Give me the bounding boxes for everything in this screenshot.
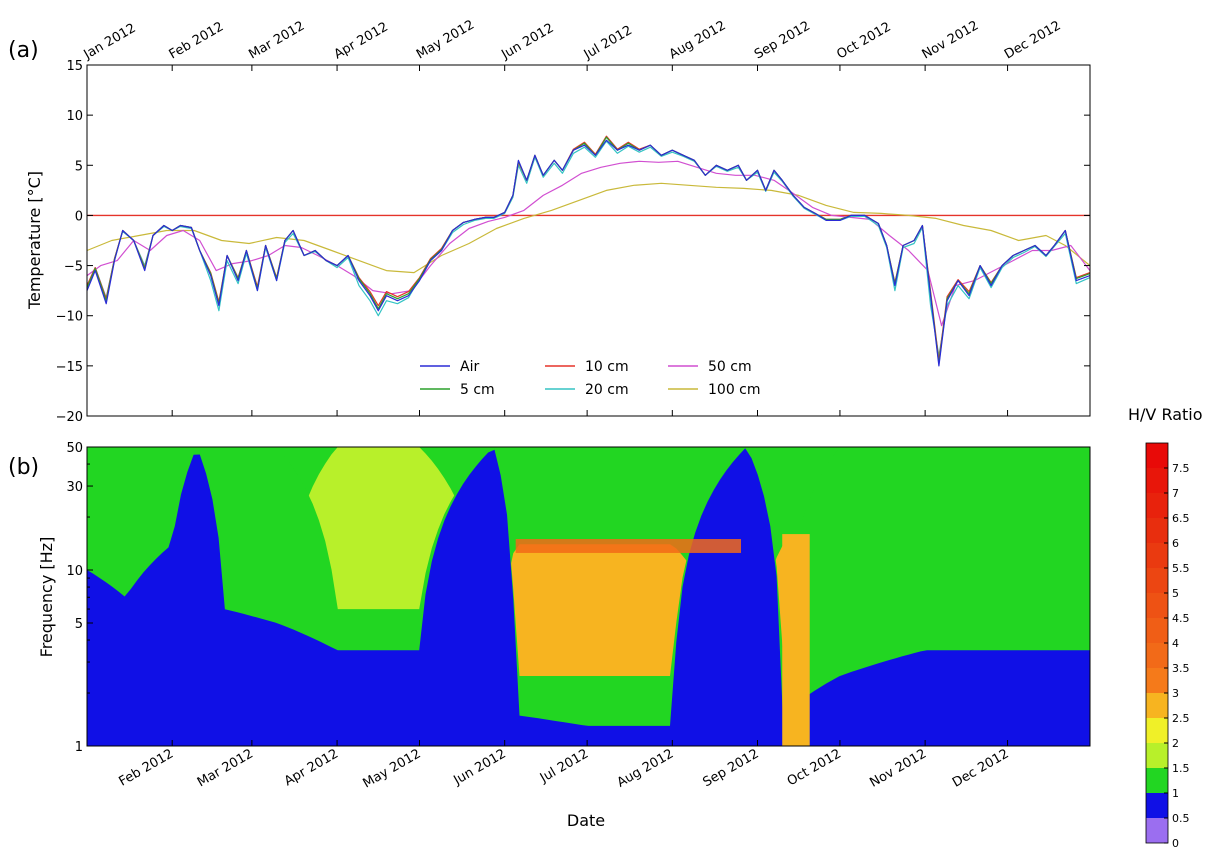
temperature-tick-label: 5 bbox=[75, 159, 83, 174]
top-date-label: Apr 2012 bbox=[332, 20, 391, 63]
colorbar-tick-label: 2.5 bbox=[1172, 712, 1190, 725]
series-line-cm50 bbox=[86, 160, 1091, 327]
top-date-label: Aug 2012 bbox=[667, 18, 729, 62]
legend-label-cm50: 50 cm bbox=[708, 359, 752, 375]
temperature-plot: 15 10 5 0 −5 −10 −15 −20 Jan 2012 Feb 2012 Mar 201… bbox=[56, 17, 1091, 425]
colorbar-level bbox=[1146, 543, 1168, 568]
series-line-cm100 bbox=[86, 182, 1091, 274]
temperature-tick-label: −10 bbox=[56, 310, 83, 325]
bottom-date-label: May 2012 bbox=[360, 746, 423, 791]
hv-plot-frame bbox=[86, 446, 1091, 747]
colorbar-tick-label: 5 bbox=[1172, 587, 1179, 600]
legend-label-cm5: 5 cm bbox=[460, 382, 495, 398]
bottom-date-label: Mar 2012 bbox=[195, 746, 256, 790]
frequency-tick-label: 1 bbox=[75, 740, 83, 755]
colorbar-tick-label: 0 bbox=[1172, 837, 1179, 847]
colorbar-level bbox=[1146, 643, 1168, 668]
bottom-date-label: Dec 2012 bbox=[950, 746, 1012, 790]
top-date-label: Sep 2012 bbox=[752, 19, 813, 63]
legend-label-cm100: 100 cm bbox=[708, 382, 761, 398]
top-date-label: Oct 2012 bbox=[834, 20, 893, 63]
colorbar-tick-label: 5.5 bbox=[1172, 562, 1190, 575]
colorbar-frame bbox=[1145, 442, 1169, 844]
colorbar-level bbox=[1146, 768, 1168, 793]
colorbar-title: H/V Ratio bbox=[1128, 405, 1203, 424]
legend-label-cm10: 10 cm bbox=[585, 359, 629, 375]
temperature-tick-label: −5 bbox=[64, 260, 83, 275]
panel-label-a: (a) bbox=[8, 38, 39, 63]
colorbar-tick-label: 3.5 bbox=[1172, 662, 1190, 675]
colorbar-tick-label: 7 bbox=[1172, 487, 1179, 500]
temperature-legend: Air 5 cm 10 cm 20 cm 50 cm 100 cm bbox=[420, 359, 761, 398]
top-date-label: Jun 2012 bbox=[498, 21, 556, 63]
series-line-cm20 bbox=[86, 140, 1091, 357]
top-date-label: May 2012 bbox=[414, 17, 477, 62]
legend-label-cm20: 20 cm bbox=[585, 382, 629, 398]
temperature-tick-label: −15 bbox=[56, 360, 83, 375]
frequency-tick-label: 10 bbox=[66, 564, 83, 579]
colorbar-level bbox=[1146, 593, 1168, 618]
panel-label-b: (b) bbox=[8, 455, 39, 480]
bottom-date-label: Oct 2012 bbox=[785, 746, 844, 789]
colorbar-tick-label: 6 bbox=[1172, 537, 1179, 550]
bottom-date-label: Jul 2012 bbox=[537, 746, 591, 786]
frequency-tick-label: 5 bbox=[75, 617, 83, 632]
temperature-plot-frame bbox=[86, 64, 1091, 417]
colorbar-level bbox=[1146, 443, 1168, 468]
bottom-date-label: Sep 2012 bbox=[701, 746, 762, 790]
colorbar-tick-label: 2 bbox=[1172, 737, 1179, 750]
temperature-tick-label: −20 bbox=[56, 410, 83, 425]
temperature-plot-area bbox=[87, 65, 1090, 416]
colorbar-level bbox=[1146, 518, 1168, 543]
colorbar-tick-label: 0.5 bbox=[1172, 812, 1190, 825]
temperature-tick-label: 0 bbox=[75, 209, 83, 224]
colorbar-level bbox=[1146, 743, 1168, 768]
colorbar-tick-label: 3 bbox=[1172, 687, 1179, 700]
colorbar-tick-label: 4.5 bbox=[1172, 612, 1190, 625]
colorbar-tick-label: 1.5 bbox=[1172, 762, 1190, 775]
colorbar-level bbox=[1146, 493, 1168, 518]
hv-ratio-spectrogram: 50 30 10 5 1 Feb 2012 Mar 2012 Apr 2012 May 2012… bbox=[66, 441, 1091, 792]
temperature-tick-label: 10 bbox=[66, 109, 83, 124]
bottom-date-label: Jun 2012 bbox=[450, 746, 508, 788]
bottom-date-label: Feb 2012 bbox=[117, 746, 177, 789]
colorbar-level bbox=[1146, 818, 1168, 843]
hv-ratio-colorbar: 0 0.5 1 1.5 2 2.5 3 3.5 4 4.5 5 5.5 6 6.5 7 7.5 bbox=[1145, 442, 1190, 847]
frequency-tick-label: 50 bbox=[66, 441, 83, 456]
colorbar-level bbox=[1146, 718, 1168, 743]
colorbar-level bbox=[1146, 568, 1168, 593]
frequency-tick-label: 30 bbox=[66, 480, 83, 495]
top-date-label: Feb 2012 bbox=[167, 19, 227, 62]
bottom-date-label: Aug 2012 bbox=[615, 746, 677, 790]
hv-resonance-band bbox=[515, 539, 742, 553]
colorbar-level bbox=[1146, 618, 1168, 643]
series-line-air bbox=[86, 139, 1091, 367]
hv-blue-region bbox=[87, 448, 1090, 746]
colorbar-tick-label: 1 bbox=[1172, 787, 1179, 800]
top-date-label: Nov 2012 bbox=[920, 18, 982, 62]
hv-september-spike bbox=[782, 534, 810, 746]
colorbar-level bbox=[1146, 693, 1168, 718]
date-axis-label: Date bbox=[567, 811, 605, 830]
top-date-label: Jul 2012 bbox=[581, 23, 635, 63]
colorbar-tick-label: 6.5 bbox=[1172, 512, 1190, 525]
legend-label-air: Air bbox=[460, 359, 479, 375]
colorbar-level bbox=[1146, 668, 1168, 693]
colorbar-level bbox=[1146, 793, 1168, 818]
frequency-axis-label: Frequency [Hz] bbox=[37, 537, 56, 658]
hv-orange-region bbox=[87, 544, 1090, 746]
colorbar-tick-label: 7.5 bbox=[1172, 462, 1190, 475]
top-date-label: Mar 2012 bbox=[246, 19, 307, 63]
bottom-date-label: Nov 2012 bbox=[867, 746, 929, 790]
temperature-axis-label: Temperature [°C] bbox=[25, 171, 44, 310]
top-date-label: Jan 2012 bbox=[81, 21, 139, 63]
bottom-date-label: Apr 2012 bbox=[282, 746, 341, 789]
colorbar-tick-label: 4 bbox=[1172, 637, 1179, 650]
colorbar-level bbox=[1146, 468, 1168, 493]
top-date-label: Dec 2012 bbox=[1002, 18, 1064, 62]
temperature-tick-label: 15 bbox=[66, 59, 83, 74]
